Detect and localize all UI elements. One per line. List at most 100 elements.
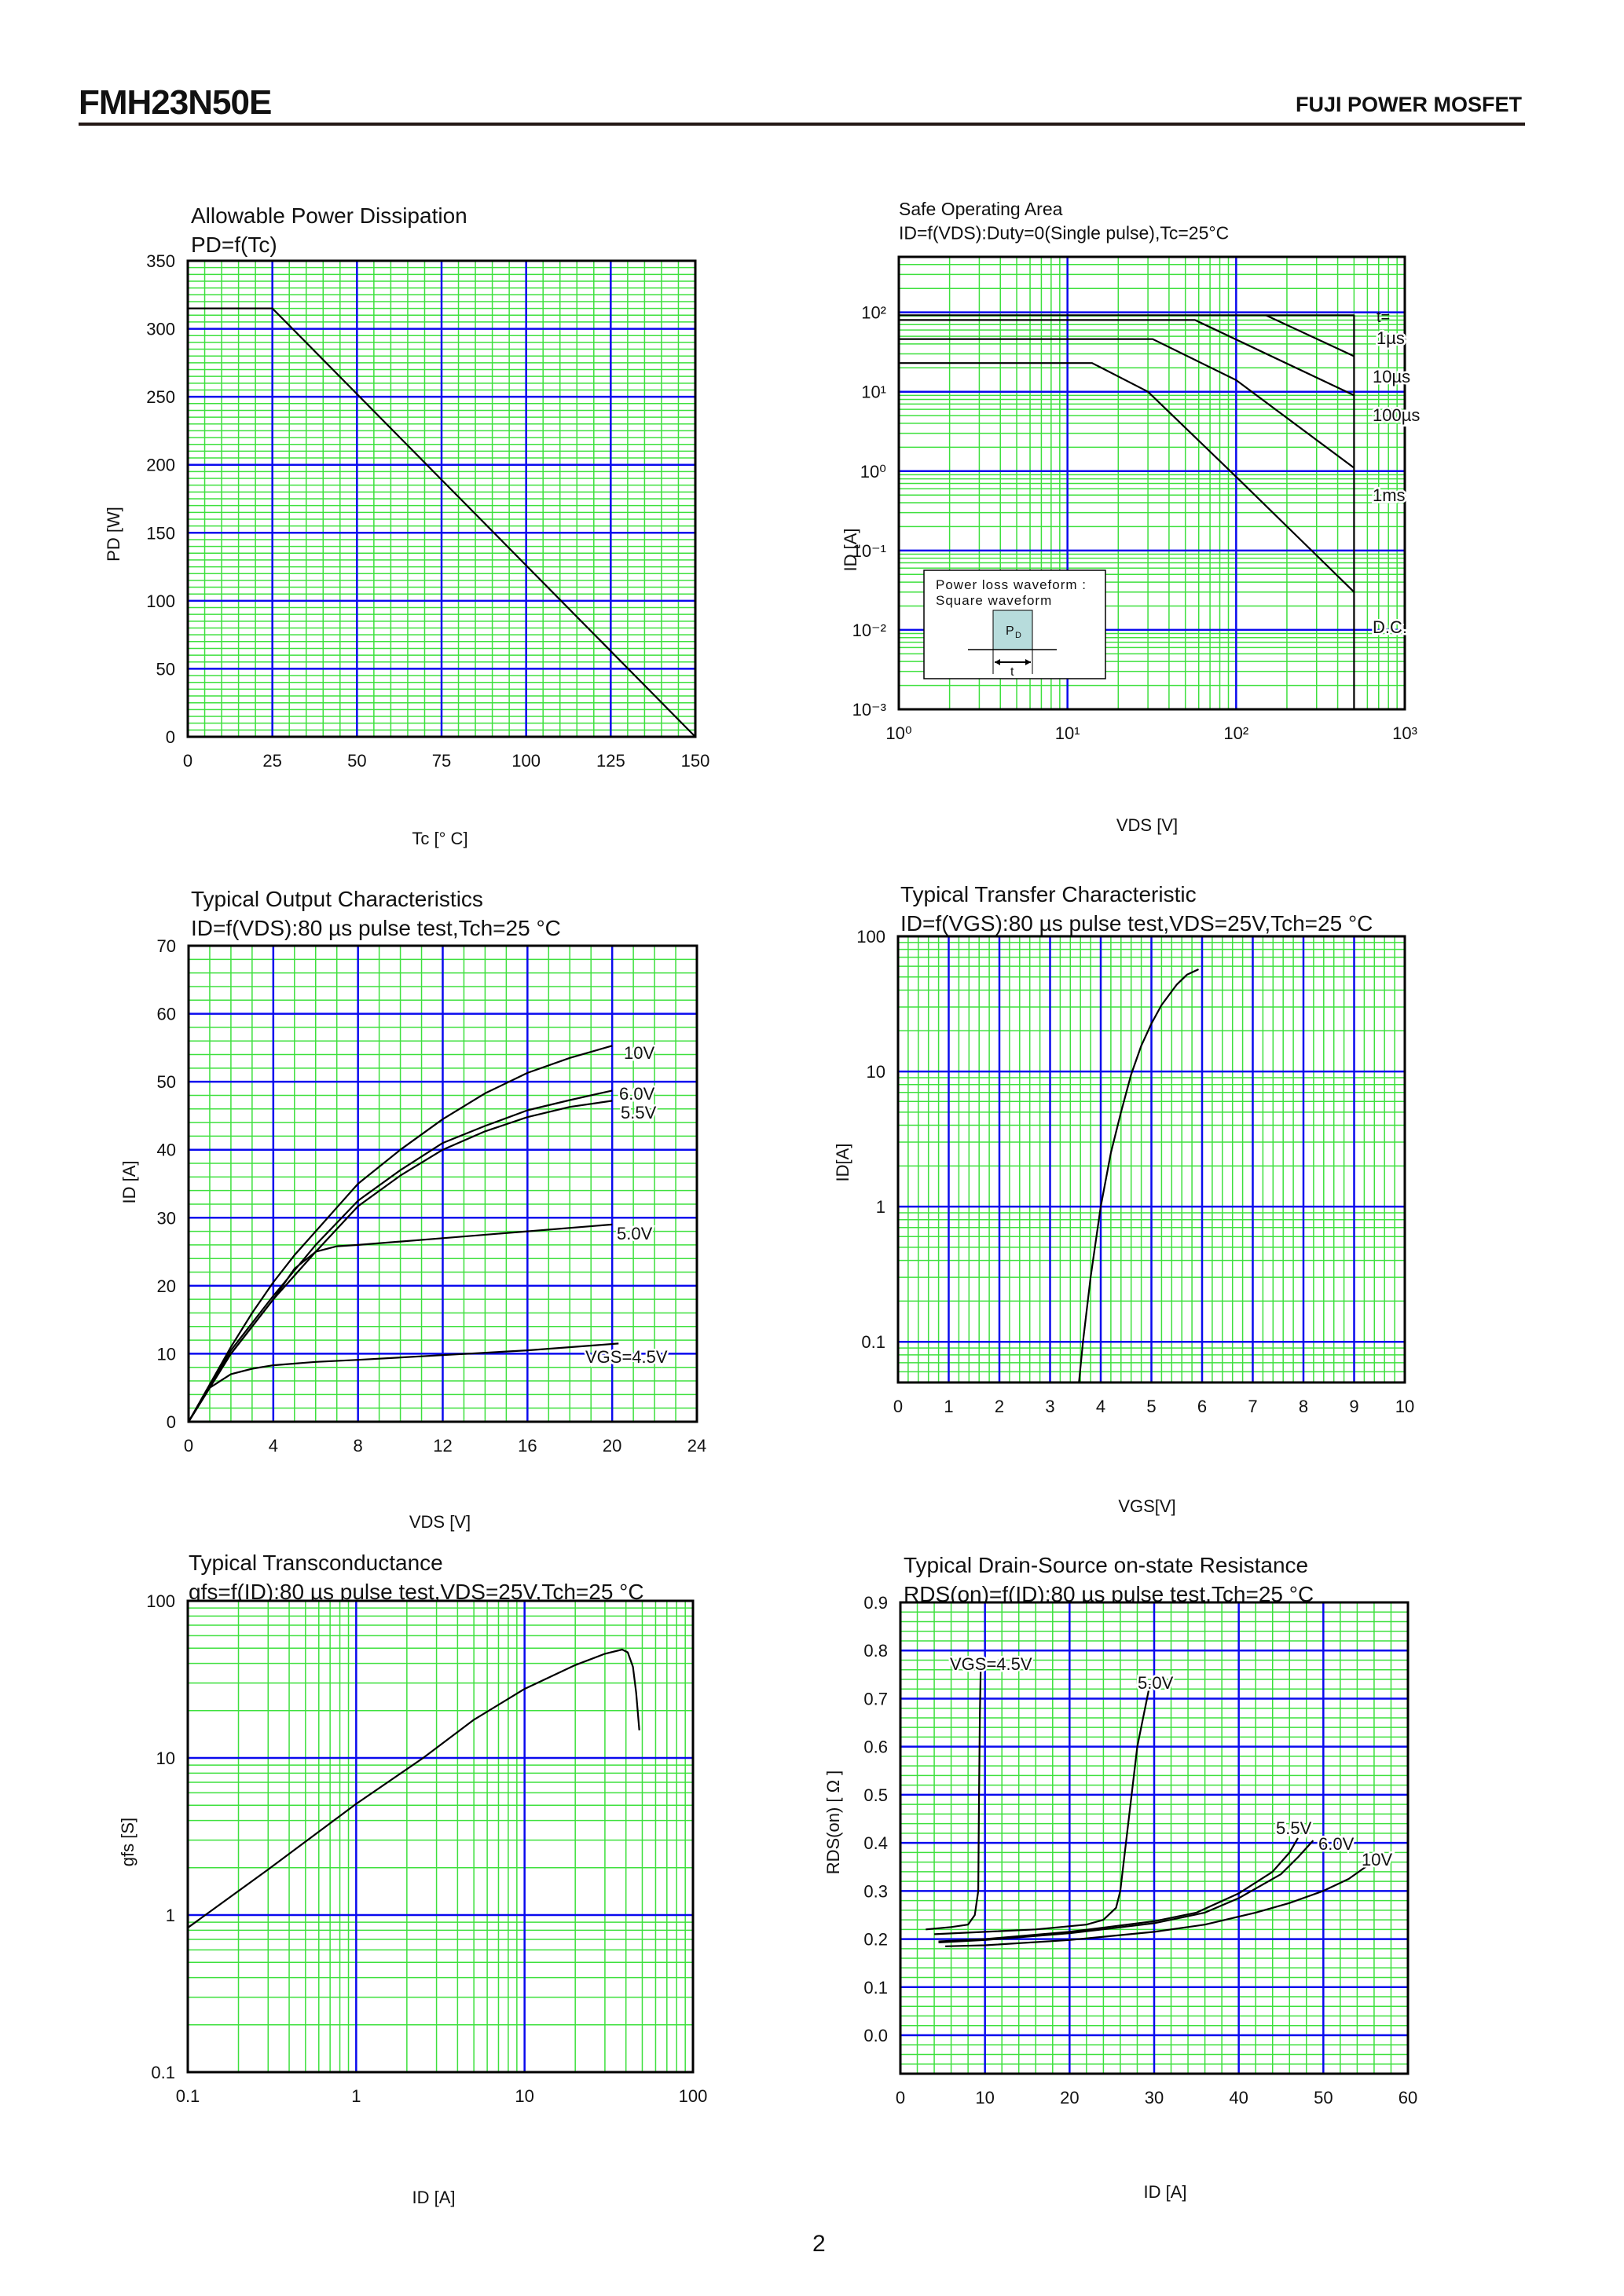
series-line-5-0v (934, 1683, 1151, 1935)
series-label: 5.5V (621, 1103, 657, 1122)
x-tick-label: 75 (432, 751, 451, 771)
x-axis-label: ID [A] (412, 2188, 455, 2207)
y-tick-label: 1 (876, 1197, 885, 1217)
x-tick-label: 30 (1145, 2088, 1164, 2107)
plot-frame (899, 1601, 1410, 2075)
y-tick-label: 0.9 (863, 1593, 888, 1613)
page-number: 2 (812, 2231, 826, 2257)
x-axis-label: VDS [V] (1116, 815, 1178, 835)
x-tick-label: 100 (679, 2086, 708, 2106)
series-line-1-s (1265, 314, 1355, 357)
width-label: t (1010, 665, 1014, 679)
x-tick-label: 10² (1223, 723, 1248, 743)
y-tick-label: 0.6 (863, 1738, 888, 1757)
x-tick-label: 0 (896, 2088, 905, 2107)
x-tick-label: 5 (1146, 1397, 1156, 1416)
y-tick-label: 10⁻³ (852, 700, 886, 720)
x-tick-label: 10³ (1392, 723, 1417, 743)
y-tick-label: 250 (146, 387, 175, 407)
series-label: 1ms (1373, 485, 1406, 505)
series-line-6-0v (938, 1840, 1314, 1943)
series-line-6-0v (188, 1089, 613, 1423)
series-label: 10V (624, 1043, 654, 1063)
chart-title: Typical Transconductance (189, 1551, 443, 1575)
inset-text: Square waveform (936, 593, 1052, 608)
series-line-data (188, 307, 696, 738)
series-label: 100µs (1373, 405, 1420, 425)
series-line-5-5v (938, 1837, 1299, 1943)
y-tick-label: 300 (146, 320, 175, 339)
x-tick-label: 25 (262, 751, 281, 771)
brand-label: FUJI POWER MOSFET (1295, 93, 1522, 116)
plot-frame (186, 259, 697, 738)
series-line-1-s (899, 314, 1355, 709)
series-line-data (1078, 969, 1199, 1383)
series-line-100-s (899, 338, 1355, 469)
y-tick-label: 10¹ (861, 383, 886, 402)
curves (1078, 969, 1199, 1383)
chart-4: Typical Transfer Characteristic ID=f(VGS)… (833, 882, 1414, 1516)
x-tick-label: 7 (1248, 1397, 1257, 1416)
y-tick-label: 100 (856, 927, 885, 947)
chart-subtitle: ID=f(VDS):80 µs pulse test,Tch=25 °C (191, 916, 561, 940)
x-axis-label: VGS[V] (1118, 1496, 1175, 1516)
series-line-vgs-4-5v (926, 1664, 982, 1931)
x-tick-label: 2 (995, 1397, 1004, 1416)
x-axis-label: Tc [° C] (412, 829, 467, 848)
x-tick-label: 12 (433, 1436, 452, 1456)
chart-subtitle: PD=f(Tc) (191, 233, 277, 257)
plot-frame (897, 255, 1406, 711)
y-tick-label: 60 (157, 1005, 176, 1024)
inset-text: Power loss waveform : (936, 577, 1087, 592)
chart-title: Typical Output Characteristics (191, 887, 483, 911)
series-label: 6.0V (1318, 1834, 1355, 1854)
series-label: 6.0V (619, 1084, 655, 1104)
x-tick-label: 0 (184, 1436, 193, 1456)
x-tick-label: 0.1 (176, 2086, 200, 2106)
x-tick-label: 9 (1349, 1397, 1358, 1416)
chart-6: Typical Drain-Source on-state Resistance… (823, 1553, 1417, 2202)
x-tick-label: 4 (1096, 1397, 1105, 1416)
chart-title: Typical Transfer Characteristic (900, 882, 1197, 906)
y-tick-label: 10 (156, 1749, 175, 1768)
series-label: 1µs (1377, 328, 1405, 348)
series-line-data (187, 1648, 640, 1929)
plot-frame (186, 1599, 695, 2074)
chart-subtitle: ID=f(VGS):80 µs pulse test,VDS=25V,Tch=2… (900, 911, 1373, 936)
x-tick-label: 20 (1060, 2088, 1079, 2107)
series-label: VGS=4.5V (585, 1347, 668, 1367)
y-tick-label: 10 (867, 1062, 885, 1082)
y-axis-label: RDS(on) [ Ω ] (823, 1771, 843, 1875)
y-tick-label: 0.1 (151, 2063, 175, 2082)
x-tick-label: 1 (351, 2086, 361, 2106)
y-tick-label: 40 (157, 1141, 176, 1160)
y-tick-label: 0.3 (863, 1881, 888, 1901)
y-tick-label: 0 (167, 1412, 176, 1432)
series-label: 10V (1362, 1850, 1392, 1869)
y-tick-label: 0.0 (863, 2026, 888, 2045)
curves (187, 1648, 640, 1929)
y-tick-label: 10² (861, 303, 886, 323)
x-tick-label: 8 (354, 1436, 363, 1456)
y-tick-label: 100 (146, 1591, 175, 1611)
y-tick-label: 10 (157, 1344, 176, 1364)
chart-title: Safe Operating Area (899, 199, 1063, 219)
series-line-10v (188, 1045, 613, 1423)
series-line-d-c- (899, 362, 1355, 593)
legend-header: t= (1377, 309, 1390, 326)
y-tick-label: 0.4 (863, 1833, 888, 1853)
x-tick-label: 10 (975, 2088, 994, 2107)
x-tick-label: 10 (1395, 1397, 1414, 1416)
y-axis-label: gfs [S] (118, 1818, 137, 1866)
y-tick-label: 200 (146, 456, 175, 475)
series-label: D.C. (1373, 617, 1407, 637)
x-tick-label: 1 (944, 1397, 953, 1416)
curves (188, 1045, 619, 1423)
plot-area (188, 1601, 693, 2072)
y-tick-label: 30 (157, 1208, 176, 1228)
x-tick-label: 20 (603, 1436, 621, 1456)
y-tick-label: 1 (166, 1906, 175, 1925)
y-axis-label: ID[A] (833, 1144, 852, 1182)
x-tick-label: 24 (687, 1436, 706, 1456)
